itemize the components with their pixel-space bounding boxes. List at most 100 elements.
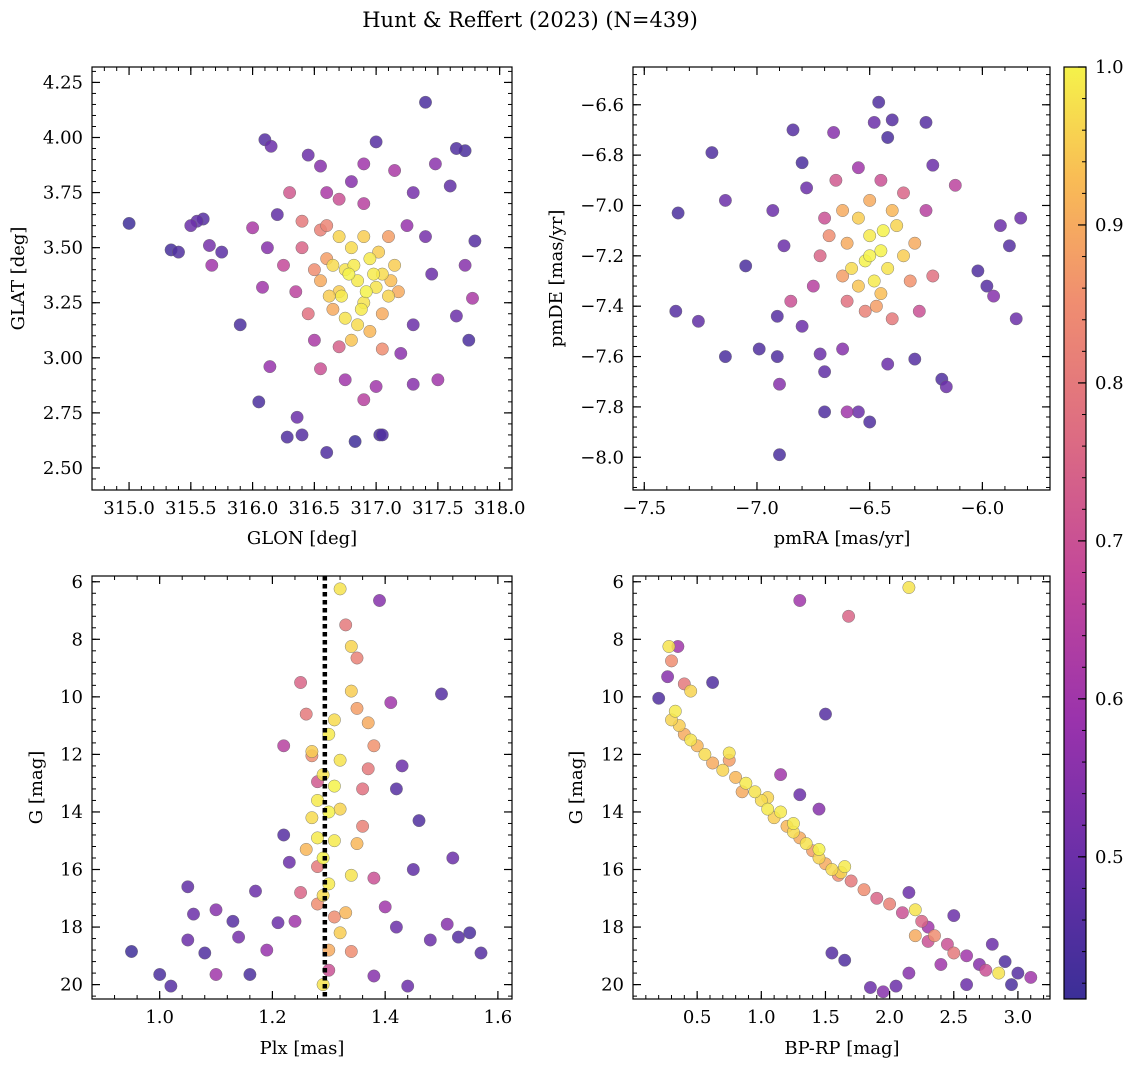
data-point	[863, 229, 877, 243]
data-point	[793, 788, 807, 802]
data-point	[784, 294, 798, 308]
data-point	[305, 811, 319, 825]
data-point	[122, 216, 136, 230]
scatter-points	[122, 95, 482, 459]
x-tick-label: 316.0	[227, 498, 279, 519]
data-point	[897, 249, 910, 263]
data-point	[419, 95, 432, 109]
data-point	[1005, 978, 1018, 991]
data-point	[246, 221, 260, 235]
axes-frame	[632, 66, 1051, 491]
data-point	[339, 906, 353, 920]
data-point	[294, 886, 307, 899]
data-point	[812, 802, 826, 816]
data-point	[661, 670, 674, 684]
data-point	[354, 302, 368, 316]
data-point	[912, 304, 926, 318]
data-point	[307, 263, 321, 277]
data-point	[852, 405, 865, 419]
data-point	[852, 161, 865, 175]
data-point	[314, 362, 327, 376]
data-point	[389, 920, 403, 934]
data-point	[915, 914, 929, 928]
data-point	[382, 230, 395, 244]
scatter-points	[125, 582, 488, 993]
data-point	[889, 979, 903, 993]
data-point	[902, 581, 916, 594]
data-point	[825, 946, 839, 960]
data-point	[754, 794, 768, 807]
data-point	[400, 219, 414, 233]
data-point	[668, 704, 682, 718]
data-point	[384, 696, 398, 709]
data-point	[295, 428, 309, 442]
data-point	[960, 978, 973, 991]
x-tick-label: −6.5	[848, 498, 892, 519]
data-point	[857, 883, 871, 897]
y-tick-label: −7.4	[580, 296, 624, 317]
colorbar-tick-label: 0.6	[1095, 689, 1124, 710]
y-tick-label: −6.6	[580, 95, 624, 116]
data-point	[327, 713, 341, 727]
data-point	[249, 884, 262, 898]
data-point	[947, 946, 961, 960]
data-point	[451, 930, 465, 944]
data-point	[283, 186, 296, 200]
data-point	[864, 981, 877, 994]
data-point	[766, 204, 780, 217]
y-tick-label: −7.0	[580, 195, 624, 216]
y-tick-label: 6	[72, 572, 83, 593]
data-point	[818, 211, 831, 225]
data-point	[840, 405, 854, 419]
data-point	[125, 945, 138, 958]
data-point	[367, 969, 381, 983]
scatter-points	[652, 581, 1038, 999]
data-point	[333, 582, 347, 596]
data-point	[311, 831, 324, 845]
data-point	[752, 342, 766, 356]
data-point	[440, 917, 454, 931]
data-point	[881, 357, 895, 371]
data-point	[960, 949, 973, 963]
data-point	[215, 245, 229, 259]
y-tick-label: 20	[601, 975, 624, 996]
data-point	[443, 179, 457, 193]
axes-frame	[632, 575, 1051, 1000]
panel-bottom-left: 1.0 1.2 1.4 1.6 6 8 10 12 14 16 18 20 Plx [mas] G [ma…	[26, 572, 513, 1059]
y-tick-label: 14	[601, 802, 624, 823]
y-tick-label: 20	[60, 975, 83, 996]
colorbar-tick-label: 0.8	[1095, 373, 1124, 394]
data-point	[652, 691, 666, 705]
data-point	[800, 181, 813, 195]
data-point	[301, 307, 315, 321]
data-point	[795, 156, 809, 170]
x-axis-label: Plx [mas]	[260, 1038, 345, 1059]
data-point	[941, 937, 954, 951]
data-point	[1014, 211, 1028, 225]
data-point	[202, 239, 216, 252]
data-point	[706, 756, 719, 770]
data-point	[793, 594, 807, 607]
data-point	[326, 258, 340, 272]
data-point	[425, 267, 439, 281]
data-point	[883, 897, 896, 911]
data-point	[698, 748, 712, 761]
data-point	[388, 258, 401, 272]
data-point	[777, 239, 791, 253]
data-point	[987, 289, 1000, 303]
data-point	[327, 834, 341, 848]
data-point	[692, 314, 705, 328]
data-point	[332, 192, 346, 206]
data-point	[314, 159, 327, 173]
data-point	[348, 435, 362, 448]
data-point	[333, 753, 347, 767]
data-point	[351, 274, 364, 288]
data-point	[770, 350, 784, 363]
data-point	[357, 157, 371, 171]
data-point	[406, 318, 420, 332]
data-point	[992, 966, 1006, 980]
data-point	[431, 373, 445, 387]
data-point	[885, 113, 899, 127]
y-tick-label: 10	[601, 687, 624, 708]
x-tick-label: 0.5	[683, 1007, 712, 1028]
